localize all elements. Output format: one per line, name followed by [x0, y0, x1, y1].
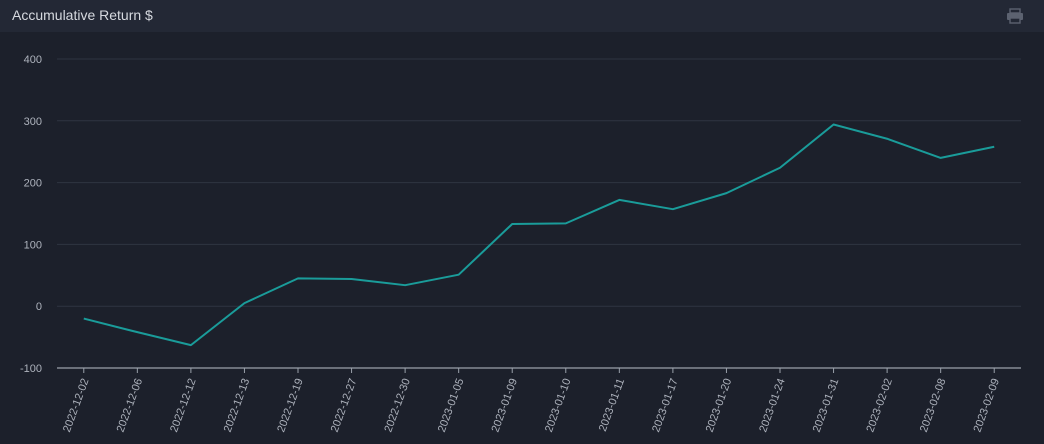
series-layer	[78, 119, 1000, 351]
data-point[interactable]	[399, 279, 411, 291]
data-point[interactable]	[935, 152, 947, 164]
x-tick-label: 2022-12-27	[329, 377, 360, 434]
y-tick-label: 400	[24, 54, 42, 66]
x-tick-label: 2023-02-02	[864, 377, 895, 434]
data-point[interactable]	[881, 133, 893, 145]
x-tick-label: 2023-02-08	[918, 377, 949, 434]
x-tick-label: 2022-12-13	[222, 377, 253, 434]
x-tick-label: 2023-01-10	[543, 377, 574, 434]
data-point[interactable]	[453, 269, 465, 281]
x-tick-label: 2023-01-11	[597, 377, 627, 433]
print-icon[interactable]	[1006, 8, 1024, 24]
x-tick-label: 2022-12-06	[115, 377, 146, 434]
data-point[interactable]	[185, 339, 197, 351]
x-tick-label: 2022-12-30	[382, 377, 413, 434]
data-point[interactable]	[292, 272, 304, 284]
y-axis-ticks: 400 300 200 100 0 -100	[20, 54, 42, 375]
data-point[interactable]	[720, 187, 732, 199]
y-tick-label: 200	[24, 178, 42, 190]
x-tick-label: 2023-01-17	[650, 377, 681, 434]
x-tick-label: 2023-01-20	[704, 377, 735, 434]
x-tick-label: 2023-01-31	[811, 377, 842, 434]
x-tick-label: 2023-01-09	[490, 377, 521, 434]
chart-header: Accumulative Return $	[0, 0, 1044, 32]
x-tick-label: 2023-01-05	[436, 377, 467, 434]
y-tick-label: -100	[20, 363, 42, 375]
data-point[interactable]	[238, 297, 250, 309]
data-point[interactable]	[78, 313, 90, 325]
series-line	[83, 123, 995, 347]
x-tick-label: 2022-12-02	[61, 377, 92, 434]
x-tick-label: 2022-12-12	[168, 377, 199, 434]
x-axis-ticks: 2022-12-02 2022-12-06 2022-12-12 2022-12-13…	[61, 368, 1002, 434]
data-point[interactable]	[613, 194, 625, 206]
data-point[interactable]	[774, 162, 786, 174]
y-tick-label: 300	[24, 116, 42, 128]
data-point[interactable]	[828, 119, 840, 131]
data-point[interactable]	[988, 141, 1000, 153]
data-point[interactable]	[667, 203, 679, 215]
x-tick-label: 2023-02-09	[972, 377, 1003, 434]
chart-title: Accumulative Return $	[12, 7, 153, 23]
y-tick-label: 100	[24, 239, 42, 251]
x-tick-label: 2023-01-24	[757, 377, 788, 434]
data-point[interactable]	[131, 326, 143, 338]
x-tick-label: 2022-12-19	[275, 377, 306, 434]
data-point[interactable]	[560, 217, 572, 229]
data-point[interactable]	[346, 273, 358, 285]
chart-grid	[57, 58, 1021, 369]
y-tick-label: 0	[36, 301, 42, 313]
data-point[interactable]	[506, 218, 518, 230]
